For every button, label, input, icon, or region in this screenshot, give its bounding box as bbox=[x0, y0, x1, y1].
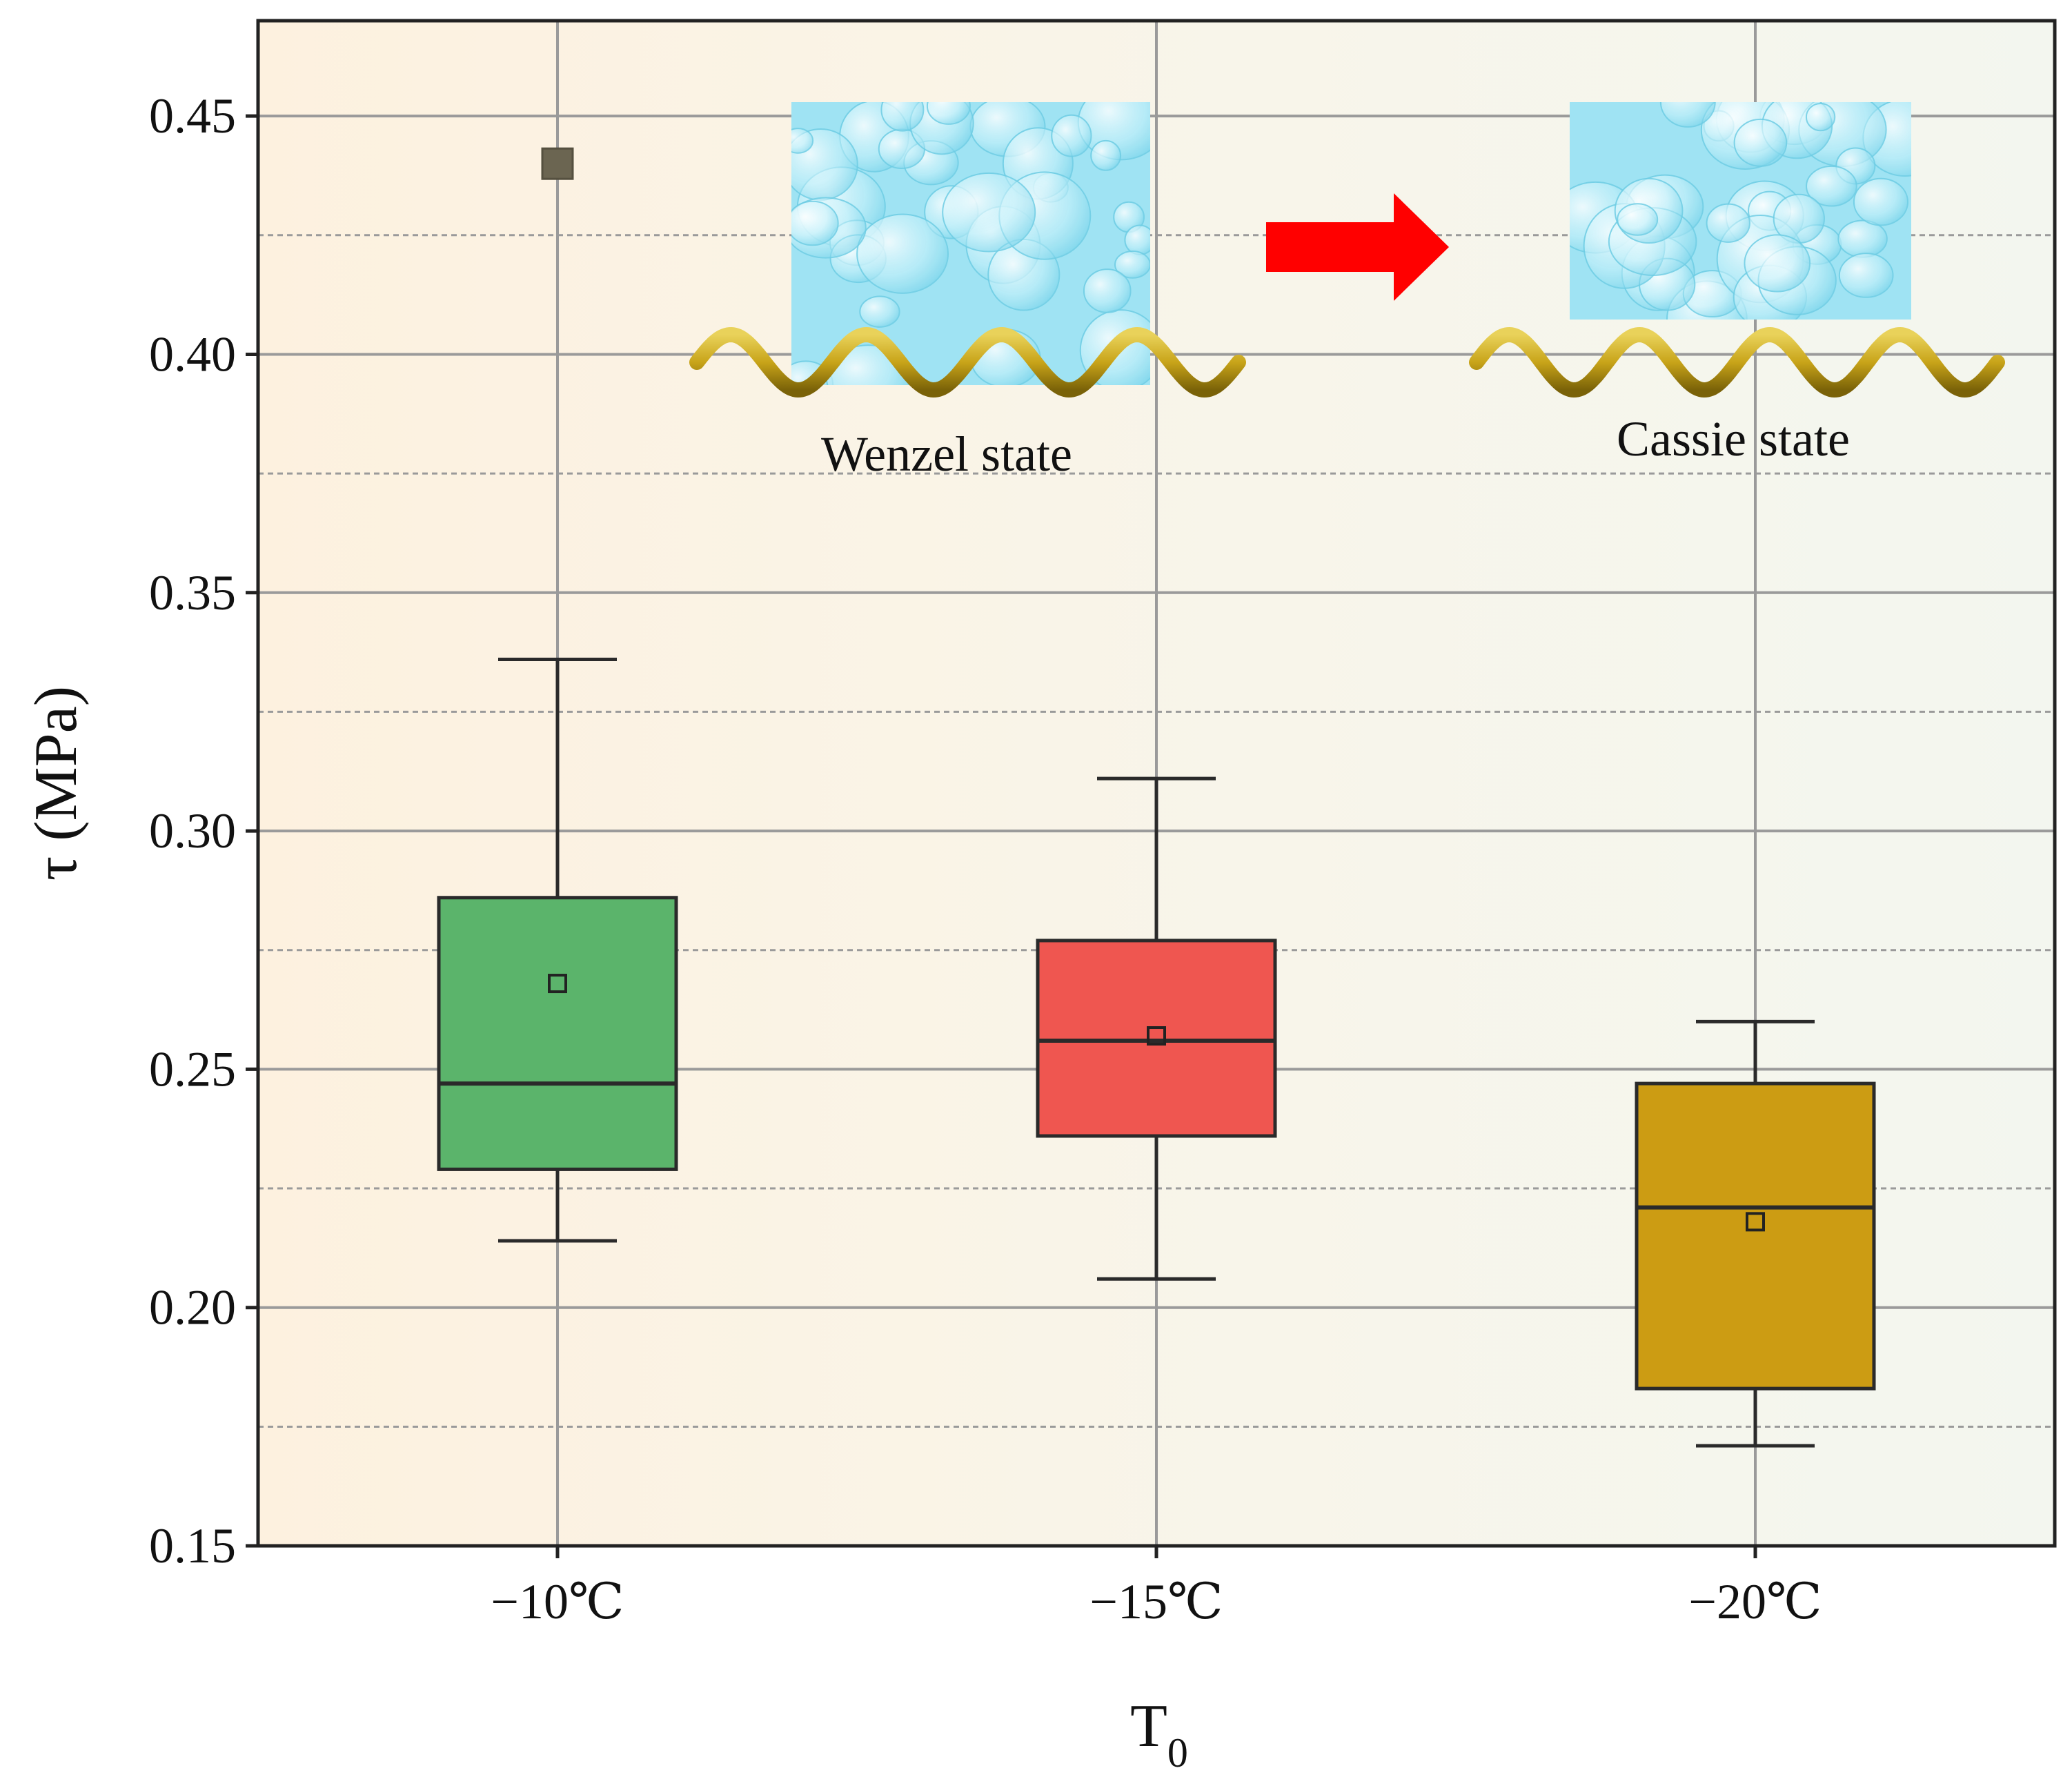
water-droplet bbox=[1806, 165, 1857, 207]
water-droplet bbox=[880, 102, 925, 132]
water-droplet bbox=[1617, 203, 1659, 236]
water-droplet bbox=[1090, 139, 1122, 171]
y-tick-label: 0.25 bbox=[149, 1041, 236, 1097]
y-tick-label: 0.20 bbox=[149, 1280, 236, 1335]
water-droplet bbox=[1051, 114, 1092, 157]
mean-marker bbox=[1147, 1026, 1166, 1046]
y-tick-label: 0.30 bbox=[149, 803, 236, 858]
transition-arrow-icon bbox=[1266, 193, 1449, 301]
water-droplet bbox=[791, 128, 814, 154]
y-tick-label: 0.45 bbox=[149, 88, 236, 144]
x-axis-title-main: T bbox=[1130, 1693, 1167, 1760]
axes: 0.15 0.20 0.25 0.30 0.35 0.40 0.45 −10℃ −15℃ −20℃ bbox=[149, 88, 1822, 1629]
y-axis-title: τ (MPa) bbox=[23, 686, 90, 881]
box-body bbox=[1036, 939, 1277, 1138]
water-droplet bbox=[856, 213, 949, 294]
box-body bbox=[437, 896, 678, 1171]
water-droplet bbox=[1853, 177, 1908, 226]
x-tick-label: −15℃ bbox=[1089, 1574, 1223, 1629]
water-droplet bbox=[1837, 219, 1888, 258]
water-droplet bbox=[1083, 268, 1132, 313]
box-series bbox=[437, 147, 1876, 1448]
cassie-rough-surface bbox=[1469, 326, 2005, 398]
wenzel-state-label: Wenzel state bbox=[821, 426, 1072, 482]
box-3 bbox=[1635, 1019, 1876, 1448]
water-droplet bbox=[1659, 102, 1716, 128]
water-droplet bbox=[791, 200, 839, 246]
water-droplet bbox=[1838, 253, 1894, 298]
box-body bbox=[1635, 1081, 1876, 1391]
water-droplet-block-left bbox=[791, 102, 1150, 385]
cassie-illustration: Cassie state bbox=[1469, 102, 2005, 467]
water-droplet bbox=[1733, 118, 1788, 167]
water-droplet bbox=[942, 172, 1036, 253]
wenzel-rough-surface bbox=[689, 326, 1246, 398]
box-2 bbox=[1036, 776, 1277, 1281]
wenzel-illustration: Wenzel state bbox=[689, 102, 1246, 482]
x-tick-label: −10℃ bbox=[491, 1574, 624, 1629]
water-droplet bbox=[1706, 203, 1750, 243]
state-illustrations: Wenzel state Cassie state bbox=[689, 102, 2005, 482]
y-tick-label: 0.35 bbox=[149, 565, 236, 620]
water-droplet bbox=[1805, 102, 1836, 132]
water-droplet bbox=[1124, 224, 1150, 255]
water-droplet bbox=[859, 295, 900, 328]
mean-marker bbox=[1746, 1212, 1765, 1232]
x-axis-title-subscript: 0 bbox=[1167, 1730, 1188, 1776]
x-axis-title: T0 bbox=[1130, 1693, 1188, 1776]
water-droplet bbox=[1744, 234, 1811, 293]
cassie-state-label: Cassie state bbox=[1617, 411, 1850, 467]
y-tick-label: 0.15 bbox=[149, 1518, 236, 1573]
x-tick-label: −20℃ bbox=[1688, 1574, 1822, 1629]
mean-marker bbox=[548, 974, 567, 994]
water-droplet bbox=[1114, 250, 1150, 279]
water-droplet bbox=[926, 102, 971, 125]
y-tick-label: 0.40 bbox=[149, 326, 236, 382]
water-droplet-block-right bbox=[1570, 102, 1911, 320]
box-1 bbox=[437, 147, 678, 1243]
outlier-point bbox=[541, 147, 574, 180]
